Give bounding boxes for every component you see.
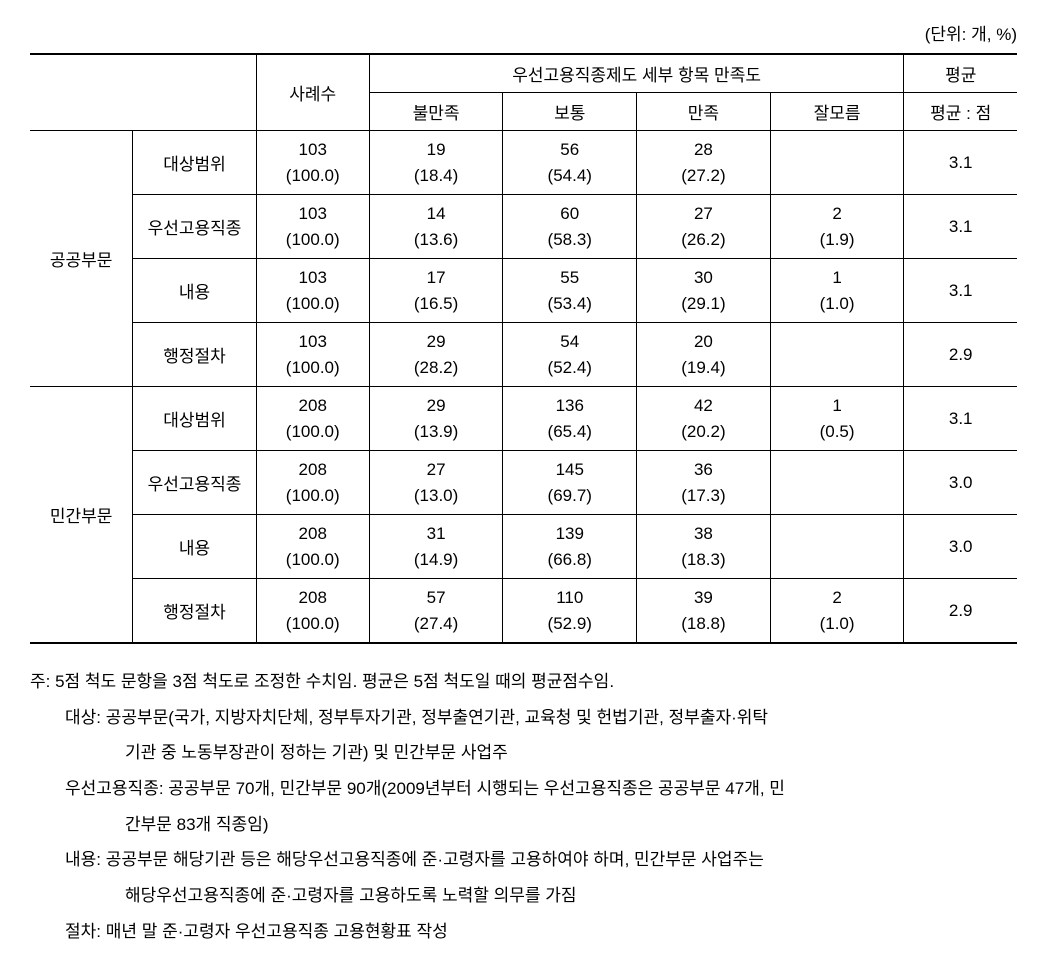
cases-cell: 103(100.0) [256,195,369,259]
table-body: 공공부문대상범위103(100.0)19(18.4)56(54.4)28(27.… [30,131,1017,644]
note-line-6: 내용: 공공부문 해당기관 등은 해당우선고용직종에 준·고령자를 고용하여야 … [30,842,1017,878]
avg-cell: 3.0 [904,451,1017,515]
header-dissatisfied: 불만족 [369,93,503,131]
header-normal: 보통 [503,93,637,131]
unknown-cell: 2(1.0) [770,579,904,644]
table-row: 행정절차103(100.0)29(28.2)54(52.4)20(19.4) 2.… [30,323,1017,387]
satisfied-cell: 30(29.1) [637,259,771,323]
unknown-cell [770,131,904,195]
normal-cell: 55(53.4) [503,259,637,323]
cases-cell: 103(100.0) [256,323,369,387]
dissatisfied-cell: 29(28.2) [369,323,503,387]
cases-cell: 208(100.0) [256,579,369,644]
note-line-7: 해당우선고용직종에 준·고령자를 고용하도록 노력할 의무를 가짐 [30,878,1017,914]
cases-cell: 103(100.0) [256,131,369,195]
dissatisfied-cell: 29(13.9) [369,387,503,451]
header-unknown: 잘모름 [770,93,904,131]
satisfaction-table: 사례수 우선고용직종제도 세부 항목 만족도 평균 불만족 보통 만족 잘모름 … [30,53,1017,644]
item-cell: 행정절차 [133,323,256,387]
cases-cell: 208(100.0) [256,515,369,579]
normal-cell: 139(66.8) [503,515,637,579]
satisfied-cell: 27(26.2) [637,195,771,259]
table-row: 행정절차208(100.0)57(27.4)110(52.9)39(18.8)2… [30,579,1017,644]
avg-cell: 3.1 [904,259,1017,323]
unknown-cell: 2(1.9) [770,195,904,259]
normal-cell: 110(52.9) [503,579,637,644]
normal-cell: 60(58.3) [503,195,637,259]
table-row: 우선고용직종103(100.0)14(13.6)60(58.3)27(26.2)… [30,195,1017,259]
note-line-3: 기관 중 노동부장관이 정하는 기관) 및 민간부문 사업주 [30,735,1017,771]
header-avg-group: 평균 [904,54,1017,93]
header-detail-group: 우선고용직종제도 세부 항목 만족도 [369,54,904,93]
header-blank [30,54,256,131]
table-row: 우선고용직종208(100.0)27(13.0)145(69.7)36(17.3… [30,451,1017,515]
satisfied-cell: 36(17.3) [637,451,771,515]
cases-cell: 103(100.0) [256,259,369,323]
table-row: 민간부문대상범위208(100.0)29(13.9)136(65.4)42(20… [30,387,1017,451]
note-line-5: 간부문 83개 직종임) [30,807,1017,843]
table-row: 내용208(100.0)31(14.9)139(66.8)38(18.3) 3.0 [30,515,1017,579]
unknown-cell: 1(1.0) [770,259,904,323]
table-row: 공공부문대상범위103(100.0)19(18.4)56(54.4)28(27.… [30,131,1017,195]
dissatisfied-cell: 31(14.9) [369,515,503,579]
note-line-4: 우선고용직종: 공공부문 70개, 민간부문 90개(2009년부터 시행되는 … [30,771,1017,807]
dissatisfied-cell: 14(13.6) [369,195,503,259]
avg-cell: 2.9 [904,579,1017,644]
unknown-cell: 1(0.5) [770,387,904,451]
item-cell: 우선고용직종 [133,451,256,515]
header-satisfied: 만족 [637,93,771,131]
header-cases: 사례수 [256,54,369,131]
note-line-8: 절차: 매년 말 준·고령자 우선고용직종 고용현황표 작성 [30,914,1017,950]
normal-cell: 145(69.7) [503,451,637,515]
item-cell: 우선고용직종 [133,195,256,259]
header-avg-label: 평균 : 점 [904,93,1017,131]
sector-cell: 공공부문 [30,131,133,387]
unknown-cell [770,515,904,579]
note-line-1: 주: 5점 척도 문항을 3점 척도로 조정한 수치임. 평균은 5점 척도일 … [30,664,1017,700]
unknown-cell [770,451,904,515]
table-row: 내용103(100.0)17(16.5)55(53.4)30(29.1)1(1.… [30,259,1017,323]
cases-cell: 208(100.0) [256,387,369,451]
avg-cell: 3.1 [904,387,1017,451]
satisfied-cell: 39(18.8) [637,579,771,644]
satisfied-cell: 28(27.2) [637,131,771,195]
normal-cell: 54(52.4) [503,323,637,387]
item-cell: 내용 [133,515,256,579]
avg-cell: 3.0 [904,515,1017,579]
dissatisfied-cell: 19(18.4) [369,131,503,195]
unit-label: (단위: 개, %) [30,20,1017,45]
unknown-cell [770,323,904,387]
item-cell: 내용 [133,259,256,323]
item-cell: 대상범위 [133,387,256,451]
avg-cell: 3.1 [904,131,1017,195]
dissatisfied-cell: 57(27.4) [369,579,503,644]
satisfied-cell: 42(20.2) [637,387,771,451]
notes-section: 주: 5점 척도 문항을 3점 척도로 조정한 수치임. 평균은 5점 척도일 … [30,664,1017,950]
dissatisfied-cell: 27(13.0) [369,451,503,515]
satisfied-cell: 38(18.3) [637,515,771,579]
item-cell: 행정절차 [133,579,256,644]
note-line-2: 대상: 공공부문(국가, 지방자치단체, 정부투자기관, 정부출연기관, 교육청… [30,700,1017,736]
item-cell: 대상범위 [133,131,256,195]
avg-cell: 2.9 [904,323,1017,387]
normal-cell: 136(65.4) [503,387,637,451]
normal-cell: 56(54.4) [503,131,637,195]
avg-cell: 3.1 [904,195,1017,259]
sector-cell: 민간부문 [30,387,133,644]
dissatisfied-cell: 17(16.5) [369,259,503,323]
satisfied-cell: 20(19.4) [637,323,771,387]
cases-cell: 208(100.0) [256,451,369,515]
